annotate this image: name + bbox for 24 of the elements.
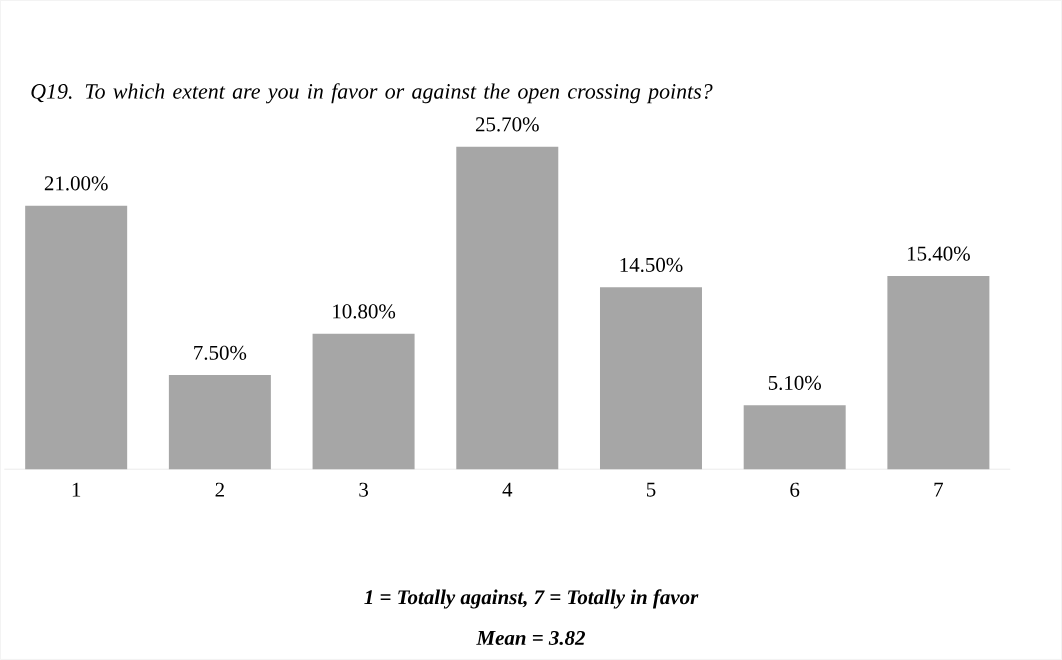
data-label: 5.10% xyxy=(768,375,821,391)
data-label: 10.80% xyxy=(333,304,396,319)
x-axis-title: 1 = Totally against, 7 = Totally in favor xyxy=(364,589,699,609)
data-label: 21.00% xyxy=(44,176,108,191)
x-tick-label: 5 xyxy=(646,482,656,497)
x-tick-label: 4 xyxy=(502,482,513,497)
x-tick-label: 6 xyxy=(790,482,800,497)
bar xyxy=(25,205,128,470)
data-label: 7.50% xyxy=(194,345,247,360)
chart-title: Q19. To which extent are you in favor or against the open crossing points? xyxy=(31,83,713,104)
bar xyxy=(887,275,990,470)
text: Mean = 3.82 xyxy=(476,630,586,646)
data-label: 14.50% xyxy=(620,257,683,273)
bar xyxy=(599,287,702,470)
x-tick-label: 2 xyxy=(215,482,224,497)
x-tick-label: 3 xyxy=(359,482,368,497)
x-tick-label: 7 xyxy=(934,482,944,497)
bar xyxy=(168,375,271,470)
bar xyxy=(456,146,559,470)
bar xyxy=(743,405,846,470)
bar xyxy=(312,333,415,470)
data-label: 25.70% xyxy=(475,117,539,132)
x-tick-label: 1 xyxy=(72,482,81,497)
data-label: 15.40% xyxy=(907,246,970,261)
